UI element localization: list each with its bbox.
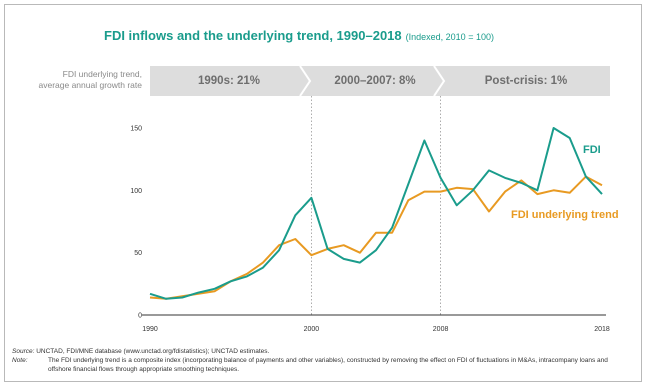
segment-2000-2007: 2000–2007: 8% <box>334 75 416 87</box>
y-tick-labels: 0 50 100 150 <box>130 126 142 320</box>
chart-subtitle: (Indexed, 2010 = 100) <box>405 32 494 42</box>
series-label-trend: FDI underlying trend <box>511 209 619 221</box>
source-key: Source: <box>12 348 35 355</box>
trend-growth-label: FDI underlying trend, average annual gro… <box>14 69 143 91</box>
y-tick-50: 50 <box>134 250 142 257</box>
y-tick-100: 100 <box>130 188 142 195</box>
source-text: UNCTAD, FDI/MNE database (www.unctad.org… <box>36 348 270 355</box>
figure-frame <box>4 4 642 382</box>
x-tick-labels: 1990 2000 2008 2018 <box>142 326 610 333</box>
note-line: Note: The FDI underlying trend is a comp… <box>12 356 632 374</box>
y-tick-0: 0 <box>138 313 142 320</box>
chart-title-block: FDI inflows and the underlying trend, 19… <box>104 27 494 45</box>
source-notes: Source: UNCTAD, FDI/MNE database (www.un… <box>12 347 632 374</box>
chart-title: FDI inflows and the underlying trend, 19… <box>104 28 402 43</box>
band-chevrons <box>299 66 446 96</box>
series-line-trend <box>149 175 603 300</box>
x-tick-2018: 2018 <box>594 326 610 333</box>
series-lines <box>149 127 603 300</box>
x-tick-2000: 2000 <box>304 326 320 333</box>
period-dividers <box>311 96 441 315</box>
chevron-divider-1 <box>299 66 312 96</box>
growth-rate-band: 1990s: 21% 2000–2007: 8% Post-crisis: 1% <box>150 66 610 96</box>
x-tick-2008: 2008 <box>433 326 449 333</box>
note-key: Note: <box>12 357 28 364</box>
series-line-fdi <box>149 127 603 300</box>
x-tick-1990: 1990 <box>142 326 158 333</box>
segment-1990s: 1990s: 21% <box>197 75 261 87</box>
segment-post-crisis: Post-crisis: 1% <box>484 75 568 87</box>
chevron-divider-2 <box>433 66 446 96</box>
trend-label-line-2: average annual growth rate <box>38 80 143 90</box>
source-line: Source: UNCTAD, FDI/MNE database (www.un… <box>12 347 632 356</box>
y-tick-150: 150 <box>130 126 142 133</box>
trend-label-line-1: FDI underlying trend, <box>62 69 142 79</box>
note-text: The FDI underlying trend is a composite … <box>48 357 608 373</box>
series-label-fdi: FDI <box>583 144 601 156</box>
